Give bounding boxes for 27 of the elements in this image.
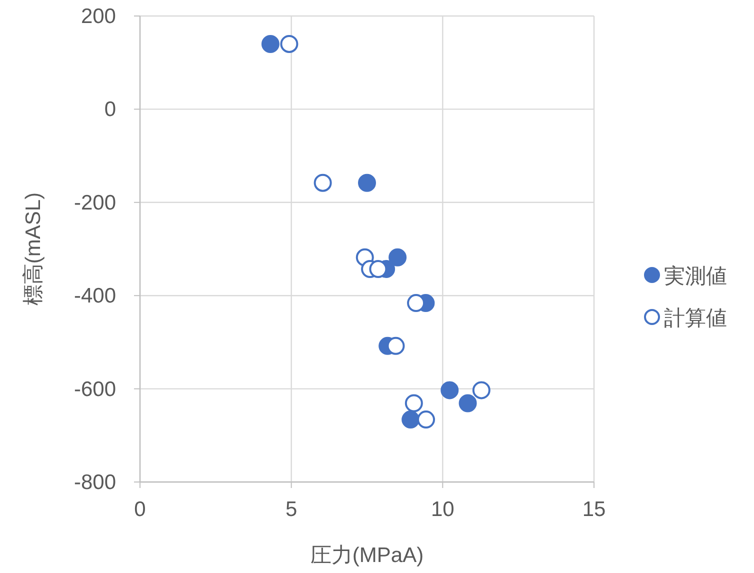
point — [458, 394, 477, 412]
y-tick-label: -600 — [74, 378, 116, 401]
y-tick-label: 200 — [80, 5, 116, 28]
point — [358, 174, 376, 192]
point — [369, 260, 388, 278]
point — [280, 34, 298, 53]
x-tick-label: 5 — [285, 498, 298, 521]
point — [417, 410, 436, 429]
y-tick-label: -200 — [74, 191, 116, 214]
point — [404, 394, 423, 412]
x-tick-label: 15 — [582, 498, 606, 521]
x-axis-title: 圧力(MPaA) — [310, 544, 424, 567]
point — [261, 34, 280, 53]
point — [314, 174, 332, 192]
point — [388, 248, 407, 266]
y-tick-label: -400 — [74, 284, 116, 308]
point — [402, 410, 420, 429]
legend-label: 実測値 — [664, 265, 727, 288]
y-axis-title: 標高(mASL) — [22, 192, 45, 306]
y-tick-label: -800 — [74, 471, 116, 494]
x-tick-label: 0 — [134, 498, 146, 521]
point — [440, 381, 459, 400]
point — [386, 336, 405, 355]
x-tick-label: 10 — [430, 498, 454, 521]
point — [472, 381, 490, 400]
legend-label: 計算値 — [664, 307, 727, 330]
y-tick-label: 0 — [104, 98, 116, 122]
